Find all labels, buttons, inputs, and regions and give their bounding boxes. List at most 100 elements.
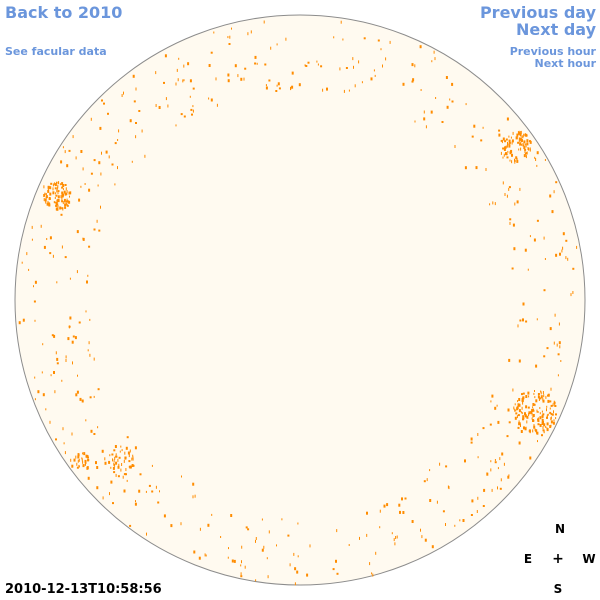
facula-speck: [320, 65, 323, 68]
facula-speck: [78, 464, 80, 467]
facula-speck: [485, 168, 487, 171]
facula-speck: [449, 98, 451, 101]
facula-speck: [96, 466, 99, 469]
facula-speck: [445, 76, 448, 79]
facula-speck: [369, 562, 371, 566]
facula-speck: [61, 245, 63, 249]
facula-speck: [322, 88, 324, 92]
facula-speck: [192, 482, 195, 486]
next-hour-link[interactable]: Next hour: [534, 57, 597, 70]
facula-speck: [208, 97, 210, 100]
facula-speck: [533, 408, 534, 411]
facula-speck: [511, 267, 514, 270]
facula-speck: [518, 137, 520, 141]
facula-speck: [529, 140, 531, 143]
facula-speck: [429, 499, 432, 502]
facula-speck: [505, 152, 507, 156]
facula-speck: [497, 486, 498, 490]
facula-speck: [528, 411, 531, 415]
facula-speck: [445, 465, 448, 468]
facula-speck: [66, 198, 68, 201]
facula-speck: [177, 78, 179, 82]
facula-speck: [96, 219, 98, 223]
facula-speck: [88, 245, 91, 248]
facula-speck: [176, 68, 178, 72]
facula-speck: [518, 398, 521, 401]
facula-speck: [471, 135, 474, 138]
facula-speck: [120, 468, 122, 472]
facula-speck: [546, 422, 549, 426]
facula-speck: [34, 319, 36, 322]
facula-speck: [499, 457, 501, 461]
facula-speck: [76, 466, 79, 469]
facula-speck: [402, 511, 405, 514]
next-day-link[interactable]: Next day: [516, 20, 596, 39]
facula-speck: [536, 430, 537, 434]
see-facular-data-link[interactable]: See facular data: [5, 45, 107, 58]
facula-speck: [117, 458, 119, 462]
facula-speck: [340, 20, 342, 24]
facula-speck: [504, 140, 507, 143]
facula-speck: [531, 412, 533, 416]
facula-speck: [399, 510, 401, 514]
facula-speck: [55, 192, 57, 195]
facula-speck: [528, 413, 530, 416]
previous-hour-link[interactable]: Previous hour: [509, 45, 596, 58]
facula-speck: [332, 568, 335, 571]
facula-speck: [539, 412, 541, 415]
facula-speck: [64, 203, 67, 207]
facula-speck: [124, 456, 127, 460]
facula-speck: [227, 36, 229, 39]
facula-speck: [534, 428, 536, 431]
facula-speck: [509, 221, 511, 225]
facula-speck: [366, 533, 368, 537]
facula-speck: [42, 343, 44, 346]
facula-speck: [520, 141, 522, 144]
facula-speck: [326, 87, 328, 91]
facula-speck: [491, 488, 493, 492]
facula-speck: [419, 45, 422, 49]
facula-speck: [374, 74, 376, 77]
back-to-2010-link[interactable]: Back to 2010: [5, 3, 123, 22]
facula-speck: [520, 424, 521, 427]
facula-speck: [47, 200, 49, 204]
facula-speck: [553, 410, 554, 414]
facula-speck: [431, 545, 434, 549]
facula-speck: [163, 81, 165, 84]
facula-speck: [537, 440, 538, 443]
solar-disk: [14, 14, 586, 586]
facula-speck: [135, 135, 137, 139]
facula-speck: [56, 281, 58, 284]
facula-speck: [48, 197, 51, 200]
facula-speck: [516, 158, 518, 162]
facula-speck: [114, 456, 116, 460]
facula-speck: [121, 463, 123, 466]
facula-speck: [183, 79, 185, 82]
facula-speck: [560, 360, 562, 362]
facula-speck: [541, 434, 543, 437]
facula-speck: [78, 321, 81, 324]
facula-speck: [499, 487, 502, 490]
facula-speck: [117, 475, 120, 478]
facula-speck: [42, 393, 45, 397]
faculae-layer: [18, 20, 578, 586]
facula-speck: [87, 456, 89, 459]
facula-speck: [192, 87, 195, 90]
facula-speck: [50, 374, 52, 377]
facula-speck: [482, 126, 484, 129]
facula-speck: [49, 186, 52, 190]
facula-speck: [451, 100, 454, 103]
facula-speck: [98, 229, 101, 232]
facula-speck: [120, 445, 122, 448]
facula-speck: [430, 110, 433, 114]
facula-speck: [519, 187, 521, 191]
facula-speck: [180, 113, 183, 116]
facula-speck: [507, 141, 508, 145]
facula-speck: [231, 27, 232, 30]
facula-speck: [522, 318, 524, 322]
facula-speck: [494, 202, 496, 206]
facula-speck: [502, 156, 504, 159]
facula-speck: [412, 78, 415, 82]
previous-day-link[interactable]: Previous day: [479, 3, 596, 22]
facula-speck: [77, 374, 78, 377]
